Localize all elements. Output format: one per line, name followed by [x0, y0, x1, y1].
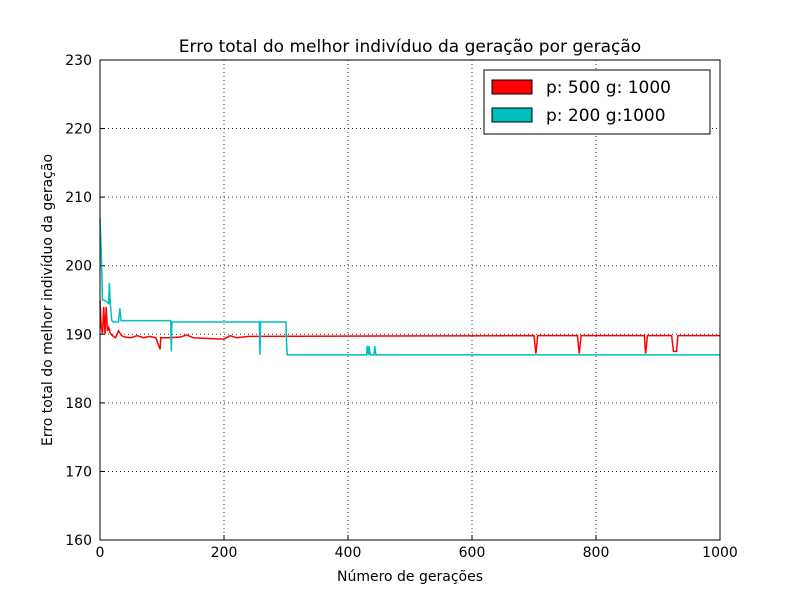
y-tick-label: 160	[65, 533, 92, 549]
y-tick-label: 200	[65, 259, 92, 275]
data-line	[99, 217, 720, 356]
y-tick-label: 210	[65, 190, 92, 206]
x-axis-label: Número de gerações	[337, 569, 483, 585]
y-tick-label: 190	[65, 327, 92, 343]
legend-label: p: 500 g: 1000	[546, 78, 671, 98]
x-tick-label: 400	[335, 545, 362, 561]
legend-swatch	[491, 107, 533, 123]
x-tick-label: 0	[96, 545, 105, 561]
legend-label: p: 200 g:1000	[546, 106, 666, 126]
y-tick-label: 220	[65, 122, 92, 138]
chart-title: Erro total do melhor indivíduo da geraçã…	[179, 37, 641, 57]
x-tick-label: 1000	[702, 545, 738, 561]
y-axis-label: Erro total do melhor indivíduo da geraçã…	[40, 154, 56, 446]
x-tick-label: 600	[459, 545, 486, 561]
data-line	[99, 299, 720, 354]
plot-frame	[99, 59, 721, 541]
x-tick-label: 800	[583, 545, 610, 561]
x-tick-label: 200	[211, 545, 238, 561]
y-tick-label: 180	[65, 396, 92, 412]
y-tick-label: 170	[65, 464, 92, 480]
y-tick-label: 230	[65, 53, 92, 69]
legend-swatch	[491, 79, 533, 95]
